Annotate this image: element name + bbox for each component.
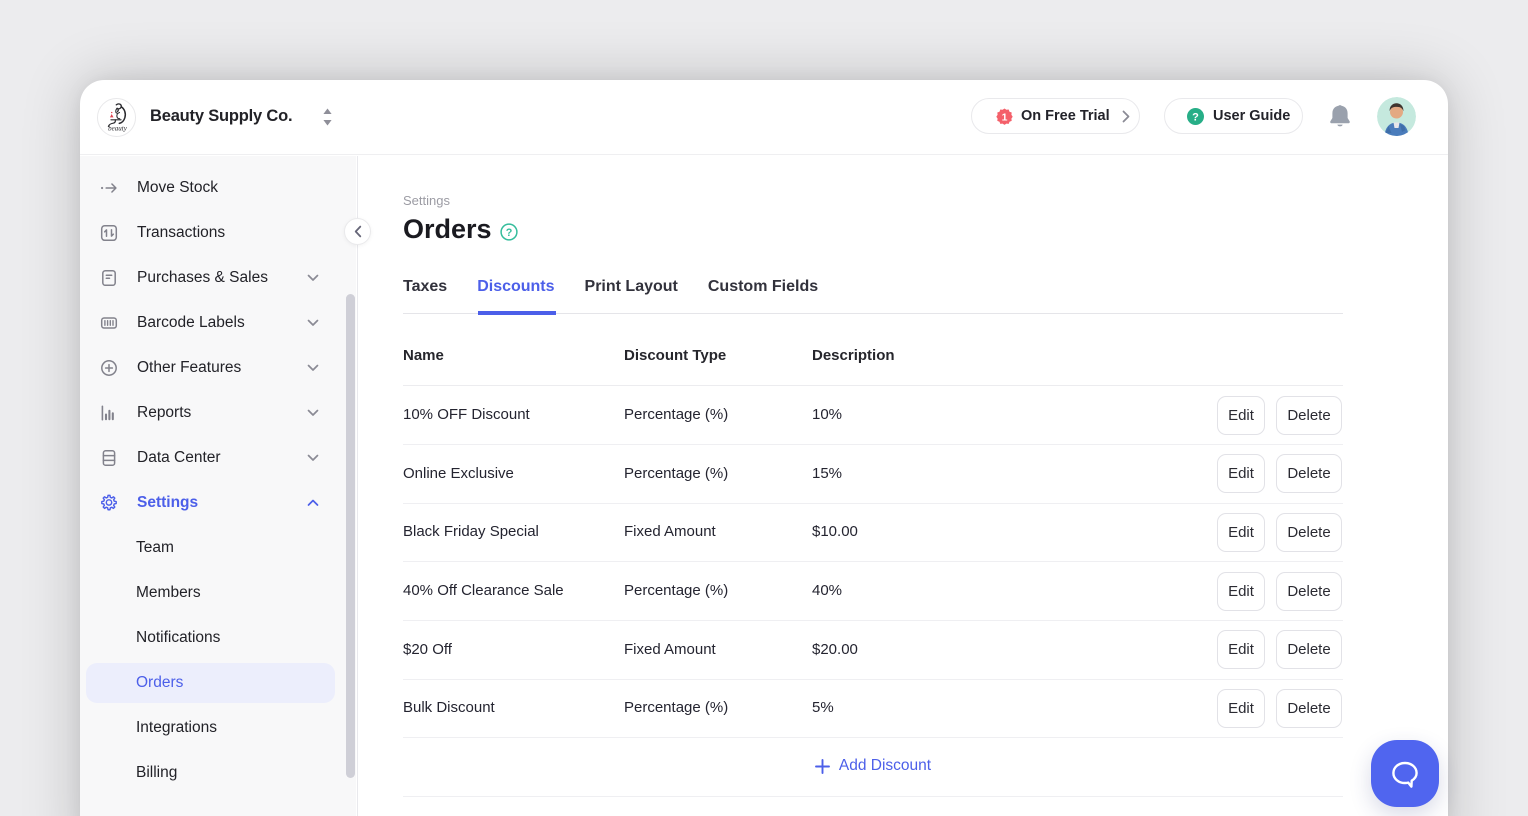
svg-text:1: 1 (1002, 111, 1008, 123)
svg-text:?: ? (1192, 111, 1199, 123)
svg-text:?: ? (506, 227, 513, 239)
svg-text:beauty: beauty (108, 124, 128, 132)
